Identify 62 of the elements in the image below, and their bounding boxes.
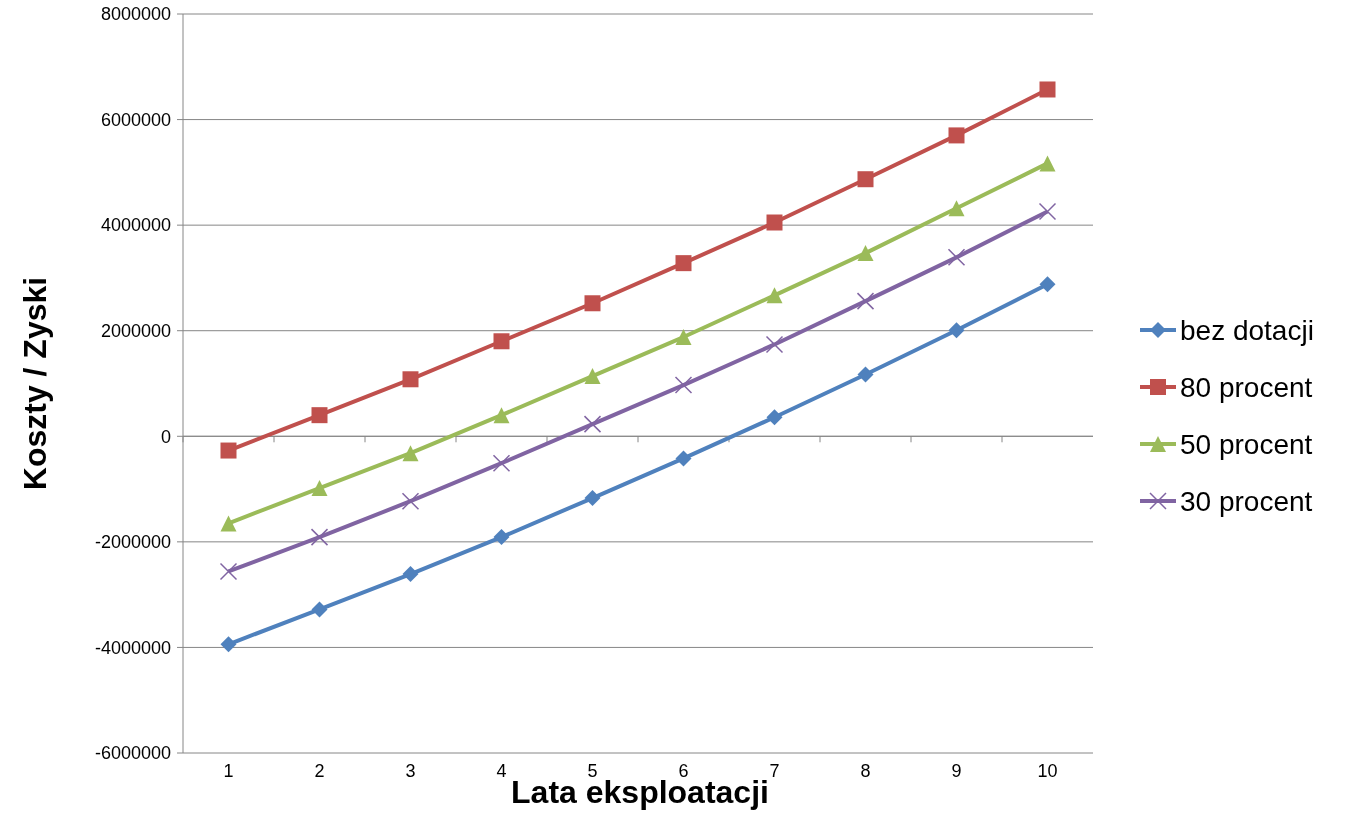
- point: [401, 492, 420, 510]
- point: [402, 371, 419, 388]
- point: [947, 248, 966, 267]
- point: [220, 515, 237, 532]
- x-tick-label: 4: [496, 761, 507, 781]
- y-tick-label: 4000000: [100, 215, 171, 236]
- y-tick-label: -4000000: [94, 637, 171, 658]
- point: [220, 636, 237, 653]
- point: [948, 127, 965, 144]
- point: [675, 450, 692, 467]
- point: [583, 415, 602, 433]
- point: [1038, 202, 1057, 221]
- point: [674, 376, 693, 394]
- y-axis-title: Koszty / Zyski: [17, 276, 53, 491]
- y-tick-label: -6000000: [94, 743, 171, 764]
- point: [765, 335, 784, 354]
- point: [493, 333, 510, 350]
- point: [492, 454, 511, 472]
- point: [766, 214, 783, 231]
- point: [857, 366, 874, 383]
- y-tick-label: 2000000: [100, 321, 171, 342]
- point: [493, 529, 510, 546]
- point: [584, 368, 601, 385]
- point: [856, 292, 875, 310]
- legend-label: 30 procent: [1180, 485, 1313, 517]
- point: [584, 295, 601, 312]
- point: [857, 171, 874, 188]
- point: [402, 445, 419, 462]
- point: [584, 490, 601, 507]
- legend-label: 50 procent: [1180, 428, 1313, 460]
- point: [402, 566, 419, 583]
- point: [1039, 276, 1056, 293]
- point: [675, 255, 692, 272]
- point: [220, 442, 237, 459]
- y-tick-label: 8000000: [100, 4, 171, 25]
- legend-label: bez dotacji: [1180, 314, 1314, 346]
- y-tick-label: 0: [160, 426, 171, 447]
- x-tick-label: 1: [223, 761, 234, 781]
- y-tick-label: -2000000: [94, 532, 171, 553]
- point: [311, 480, 328, 497]
- x-tick-label: 6: [678, 761, 689, 781]
- x-tick-label: 10: [1037, 761, 1058, 781]
- legend-label: 80 procent: [1180, 371, 1313, 403]
- x-tick-label: 3: [405, 761, 416, 781]
- x-tick-label: 8: [860, 761, 871, 781]
- point: [1039, 81, 1056, 98]
- x-tick-label: 9: [951, 761, 962, 781]
- y-tick-label: 6000000: [100, 109, 171, 130]
- point: [310, 528, 329, 546]
- x-tick-label: 7: [769, 761, 780, 781]
- point: [311, 601, 328, 618]
- point: [493, 407, 510, 424]
- point: [219, 562, 238, 581]
- point: [857, 245, 874, 262]
- point: [948, 200, 965, 217]
- point: [766, 287, 783, 304]
- x-tick-label: 2: [314, 761, 325, 781]
- point: [311, 407, 328, 424]
- point: [948, 322, 965, 339]
- point: [766, 409, 783, 426]
- point: [1039, 155, 1056, 172]
- point: [675, 329, 692, 346]
